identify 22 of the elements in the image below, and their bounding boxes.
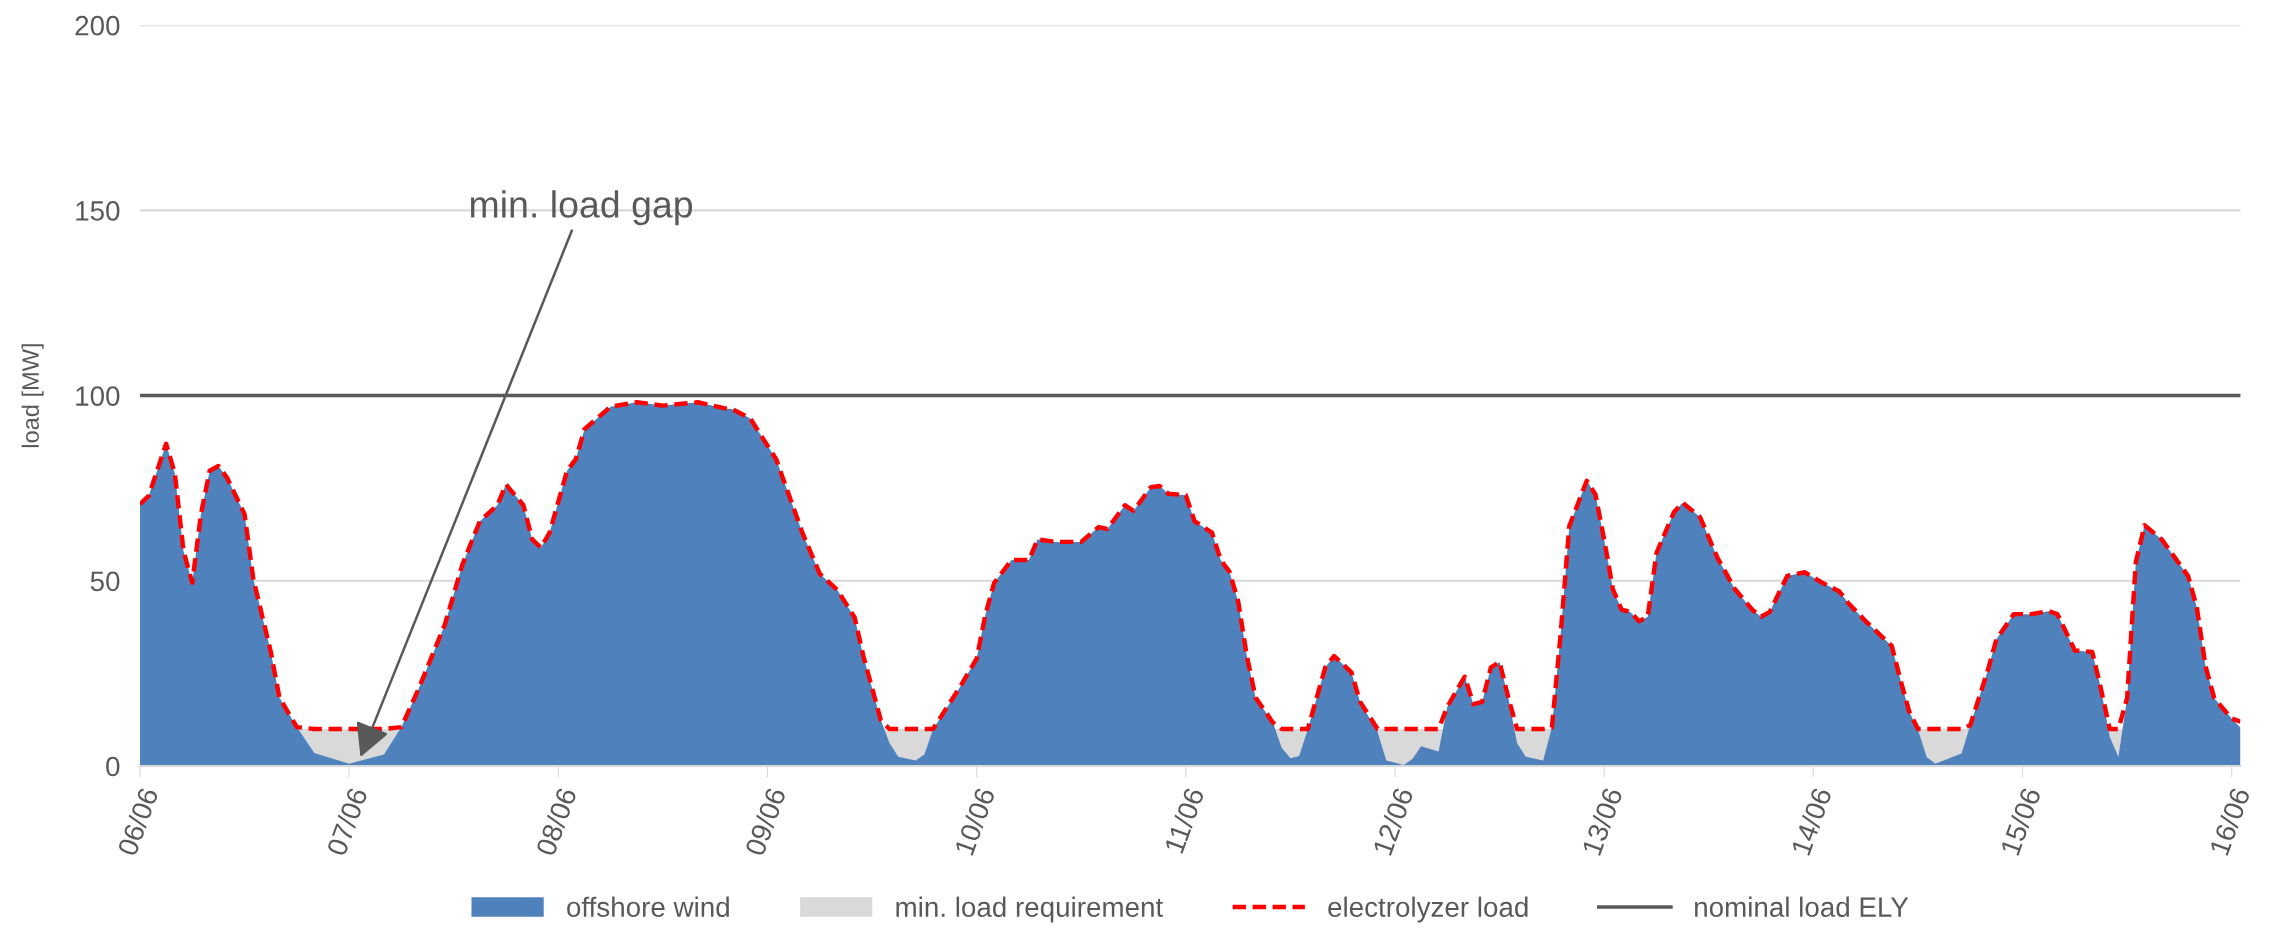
y-tick-label: 100 — [76, 386, 120, 406]
y-tick-label: 50 — [90, 571, 120, 592]
x-tick-label: 11/06 — [1163, 786, 1205, 854]
x-tick-label: 16/06 — [2208, 786, 2251, 856]
y-tick-label: 0 — [106, 756, 120, 777]
y-axis-title: load [MW] — [21, 344, 44, 448]
x-tick-label: 13/06 — [1581, 786, 1623, 856]
x-tick-label: 06/06 — [116, 786, 159, 857]
y-tick-label: 200 — [75, 15, 120, 36]
x-tick-label: 07/06 — [325, 786, 368, 857]
legend-label: electrolyzer load — [1328, 896, 1528, 923]
y-tick-label: 150 — [76, 201, 120, 221]
legend-label: offshore wind — [567, 896, 729, 917]
annotation: min. load gap — [470, 190, 693, 226]
legend-label: nominal load ELY — [1695, 896, 1909, 917]
legend-label: min. load requirement — [896, 896, 1163, 923]
x-tick-label: 10/06 — [953, 786, 996, 856]
x-tick-label: 09/06 — [744, 786, 787, 857]
x-tick-label: 08/06 — [534, 786, 578, 857]
x-tick-label: 15/06 — [1999, 786, 2042, 856]
x-tick-label: 12/06 — [1371, 786, 1414, 856]
x-tick-label: 14/06 — [1790, 786, 1833, 856]
